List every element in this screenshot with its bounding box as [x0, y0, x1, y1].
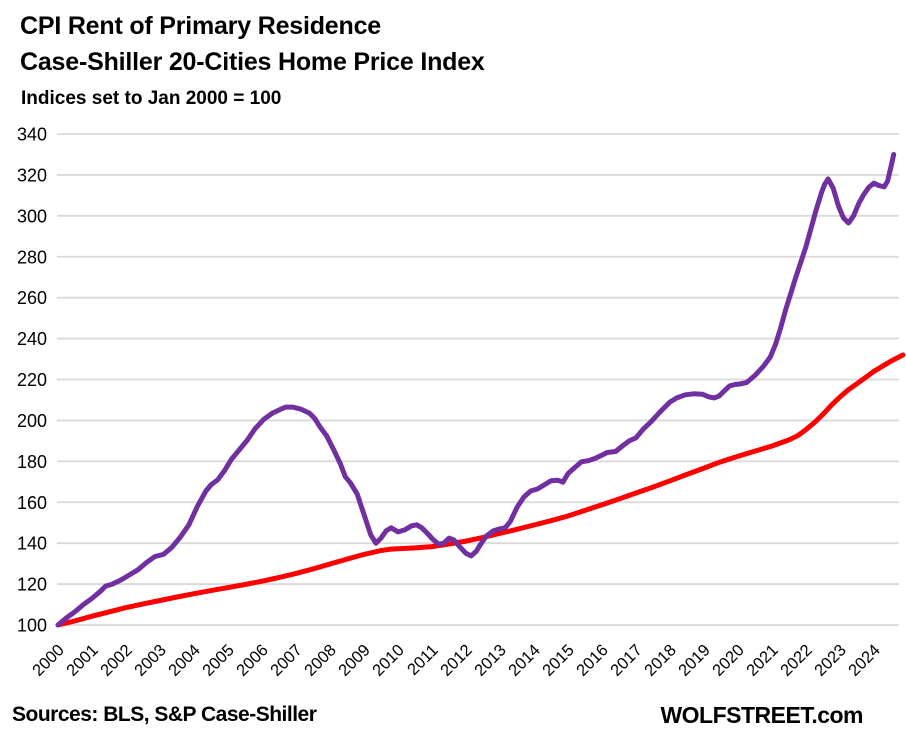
y-axis-tick-label: 180	[17, 452, 47, 472]
cpi-rent-series-line	[55, 352, 906, 628]
chart-title-rent: CPI Rent of Primary Residence	[20, 12, 381, 40]
x-axis-tick-label: 2010	[369, 641, 408, 680]
x-axis-labels: 2000200120022003200420052006200720082009…	[29, 641, 884, 680]
sources-note: Sources: BLS, S&P Case-Shiller	[12, 703, 317, 726]
x-axis-tick-label: 2006	[233, 641, 272, 680]
x-axis-tick-label: 2008	[301, 641, 340, 680]
x-axis-tick-label: 2018	[641, 641, 680, 680]
x-axis-tick-label: 2023	[811, 641, 850, 680]
y-axis-tick-label: 220	[17, 370, 47, 390]
gridlines	[57, 133, 899, 626]
y-axis-tick-label: 100	[17, 616, 47, 636]
y-axis-tick-label: 300	[17, 206, 47, 226]
y-axis-tick-label: 340	[17, 125, 47, 145]
y-axis-tick-label: 120	[17, 575, 47, 595]
y-axis-tick-label: 240	[17, 329, 47, 349]
x-axis-tick-label: 2004	[165, 641, 204, 680]
y-axis-tick-label: 260	[17, 288, 47, 308]
case-shiller-series-line	[55, 152, 897, 628]
x-axis-tick-label: 2014	[505, 641, 544, 680]
x-axis-tick-label: 2016	[573, 641, 612, 680]
x-axis-tick-label: 2009	[335, 641, 374, 680]
x-axis-tick-label: 2005	[199, 641, 238, 680]
x-axis-tick-label: 2007	[267, 641, 306, 680]
x-axis-tick-label: 2002	[97, 641, 136, 680]
x-axis-tick-label: 2001	[63, 641, 102, 680]
x-axis-tick-label: 2000	[29, 641, 68, 680]
x-axis-tick-label: 2017	[607, 641, 646, 680]
y-axis-labels: 100 120 140 160 180 200 220 240 260 280 300 320 340	[17, 125, 47, 636]
y-axis-tick-label: 320	[17, 165, 47, 185]
x-axis-tick-label: 2022	[777, 641, 816, 680]
chart-title-case-shiller: Case-Shiller 20-Cities Home Price Index	[20, 48, 485, 76]
y-axis-tick-label: 200	[17, 411, 47, 431]
x-axis-tick-label: 2013	[471, 641, 510, 680]
y-axis-tick-label: 160	[17, 493, 47, 513]
series-lines	[55, 152, 906, 628]
chart-subtitle: Indices set to Jan 2000 = 100	[21, 88, 282, 109]
x-axis-tick-label: 2012	[437, 641, 476, 680]
y-axis-tick-label: 280	[17, 247, 47, 267]
y-axis-tick-label: 140	[17, 534, 47, 554]
wolfstreet-brand: WOLFSTREET.com	[660, 702, 863, 728]
x-axis-tick-label: 2015	[539, 641, 578, 680]
x-axis-tick-label: 2003	[131, 641, 170, 680]
x-axis-tick-label: 2019	[675, 641, 714, 680]
x-axis-tick-label: 2011	[404, 641, 442, 679]
x-axis-tick-label: 2021	[743, 641, 782, 680]
x-axis-tick-label: 2024	[845, 641, 884, 680]
x-axis-tick-label: 2020	[709, 641, 748, 680]
